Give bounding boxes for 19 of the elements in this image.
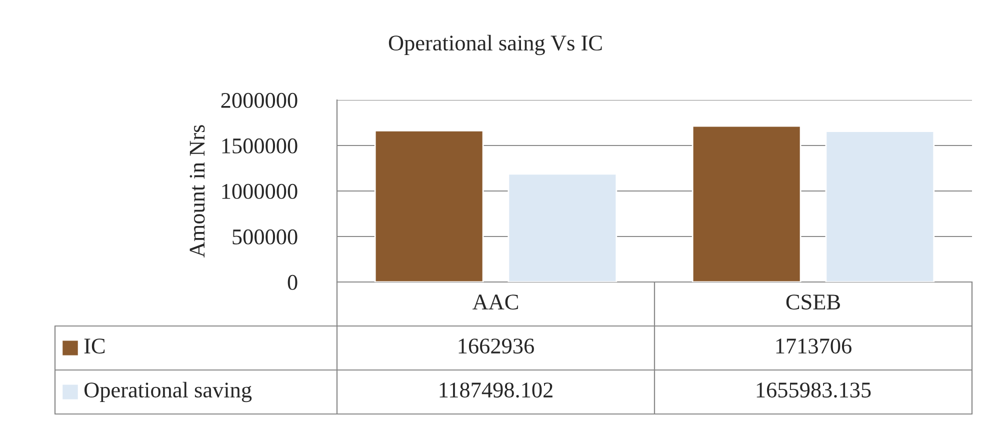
y-tick-label: 0 (288, 274, 298, 290)
bar (374, 130, 484, 282)
bar (692, 125, 802, 282)
x-tick-label: CSEB (786, 294, 840, 310)
data-label: 1662936 (458, 338, 534, 354)
y-tick-label: 500000 (232, 229, 298, 244)
data-label: 1187498.102 (440, 382, 552, 398)
y-tick-label: 1500000 (222, 138, 298, 154)
y-axis-title: Amount in Nrs (190, 125, 205, 258)
x-tick-label: AAC (472, 294, 518, 310)
chart-title: Operational saing Vs IC (388, 34, 602, 56)
data-label: 1655983.135 (756, 382, 871, 398)
y-tick-label: 2000000 (221, 92, 298, 108)
bar (508, 173, 618, 282)
legend-label: Operational saving (84, 382, 252, 402)
y-tick-label: 1000000 (222, 184, 298, 199)
bar (825, 130, 935, 282)
legend-label: IC (84, 338, 105, 354)
data-label: 1713706 (776, 338, 852, 354)
